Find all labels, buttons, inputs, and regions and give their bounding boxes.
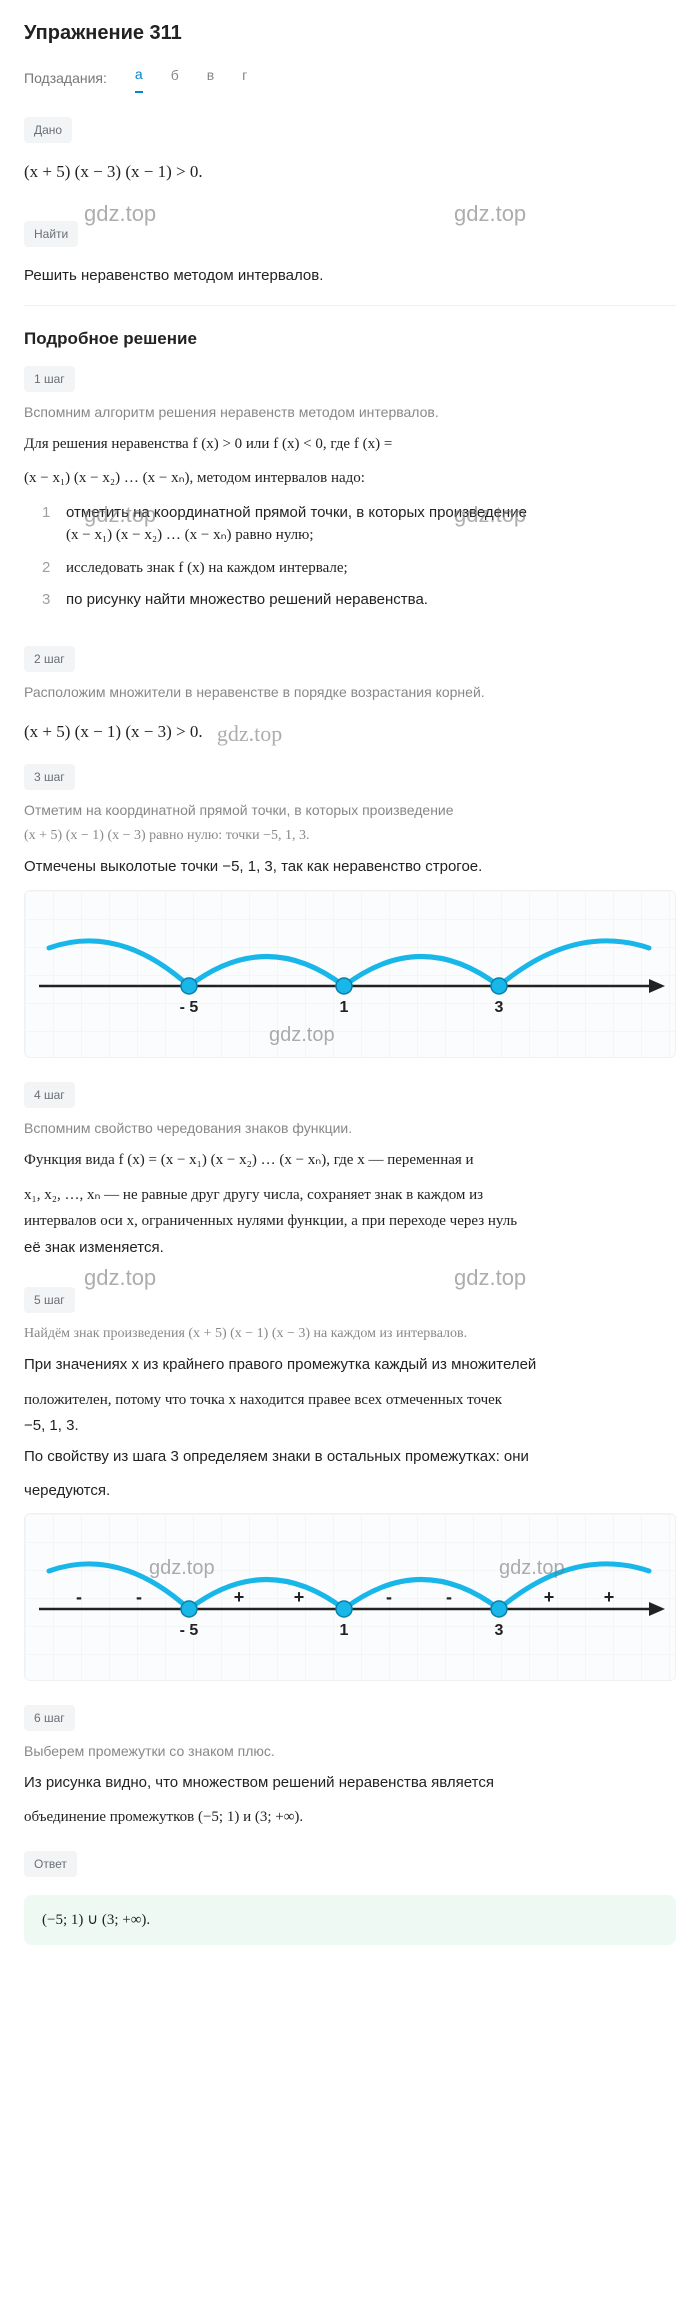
step-2-math: (x + 5) (x − 1) (x − 3) > 0. gdz.top	[24, 713, 676, 746]
step-5-b1: При значениях x из крайнего правого пром…	[24, 1354, 676, 1377]
divider	[24, 305, 676, 306]
number-line-chart-1: - 5 1 3 gdz.top	[24, 890, 676, 1058]
step-1-list: 1 отметить на координатной прямой точки,…	[24, 502, 676, 612]
watermark: gdz.top	[454, 1261, 526, 1294]
svg-text:+: +	[234, 1587, 245, 1607]
watermark: gdz.top	[84, 1261, 156, 1294]
step-5-b3: −5, 1, 3.	[24, 1415, 676, 1438]
answer-box: (−5; 1) ∪ (3; +∞).	[24, 1895, 676, 1946]
tab-v[interactable]: в	[207, 65, 214, 92]
tab-a[interactable]: а	[135, 64, 143, 93]
step-5-b4: По свойству из шага 3 определяем знаки в…	[24, 1446, 676, 1469]
subtasks-label: Подзадания:	[24, 68, 107, 89]
step-6-b1: Из рисунка видно, что множеством решений…	[24, 1772, 676, 1795]
step-2-pill: 2 шаг	[24, 646, 75, 672]
answer-math: (−5; 1) ∪ (3; +∞).	[42, 1912, 150, 1928]
step-3-pill: 3 шаг	[24, 764, 75, 790]
solution-heading: Подробное решение	[24, 326, 676, 352]
step-4-b4: её знак изменяется.	[24, 1237, 676, 1260]
watermark: gdz.top	[217, 721, 282, 746]
step-4-lead: Вспомним свойство чередования знаков фун…	[24, 1118, 676, 1139]
list-num: 1	[42, 502, 54, 547]
step-1-body2: (x − x₁) (x − x₂) … (x − xₙ), методом ин…	[24, 467, 676, 490]
step-5-b2: положителен, потому что точка x находитс…	[24, 1389, 676, 1412]
svg-text:+: +	[294, 1587, 305, 1607]
step-5-b5: чередуются.	[24, 1480, 676, 1503]
svg-text:- 5: - 5	[180, 1622, 199, 1639]
step-3-lead1: Отметим на координатной прямой точки, в …	[24, 800, 676, 821]
svg-text:- 5: - 5	[180, 999, 199, 1016]
svg-text:-: -	[446, 1587, 452, 1607]
step-4-pill: 4 шаг	[24, 1082, 75, 1108]
tab-g[interactable]: г	[242, 65, 247, 92]
svg-text:-: -	[76, 1587, 82, 1607]
step-4-b2: x₁, x₂, …, xₙ — не равные друг другу чис…	[24, 1184, 676, 1207]
step-6-pill: 6 шаг	[24, 1705, 75, 1731]
tab-b[interactable]: б	[171, 65, 179, 92]
step-3-body: Отмечены выколотые точки −5, 1, 3, так к…	[24, 856, 676, 879]
step-1-lead: Вспомним алгоритм решения неравенств мет…	[24, 402, 676, 423]
svg-text:+: +	[604, 1587, 615, 1607]
find-pill: Найти	[24, 221, 78, 247]
svg-text:gdz.top: gdz.top	[149, 1557, 215, 1579]
step-5-lead: Найдём знак произведения (x + 5) (x − 1)…	[24, 1323, 676, 1344]
list-num: 3	[42, 589, 54, 612]
list-text: отметить на координатной прямой точки, в…	[66, 504, 527, 521]
svg-text:-: -	[136, 1587, 142, 1607]
subtasks-row: Подзадания: а б в г	[24, 64, 676, 93]
step-1-body1: Для решения неравенства f (x) > 0 или f …	[24, 433, 676, 456]
svg-text:+: +	[544, 1587, 555, 1607]
step-2-lead: Расположим множители в неравенстве в пор…	[24, 682, 676, 703]
step-4-b3: интервалов оси x, ограниченных нулями фу…	[24, 1210, 676, 1233]
page-title: Упражнение 311	[24, 18, 676, 48]
math-text: (x + 5) (x − 1) (x − 3) > 0.	[24, 722, 203, 741]
chart2-svg: - 5 1 3 - - + + - - + + gdz.top gdz.top	[29, 1524, 669, 1674]
number-line-chart-2: - 5 1 3 - - + + - - + + gdz.top gdz.top	[24, 1513, 676, 1681]
list-item: отметить на координатной прямой точки, в…	[66, 502, 527, 547]
list-text: (x − x₁) (x − x₂) … (x − xₙ) равно нулю;	[66, 527, 314, 543]
step-1-pill: 1 шаг	[24, 366, 75, 392]
svg-text:1: 1	[340, 1622, 349, 1639]
step-6-lead: Выберем промежутки со знаком плюс.	[24, 1741, 676, 1762]
list-item: исследовать знак f (x) на каждом интерва…	[66, 557, 348, 580]
svg-text:gdz.top: gdz.top	[499, 1557, 565, 1579]
given-math: (x + 5) (x − 3) (x − 1) > 0.	[24, 159, 676, 185]
given-pill: Дано	[24, 117, 72, 143]
svg-text:gdz.top: gdz.top	[269, 1024, 335, 1046]
step-6-b2: объединение промежутков (−5; 1) и (3; +∞…	[24, 1806, 676, 1829]
answer-pill: Ответ	[24, 1851, 77, 1877]
svg-text:-: -	[386, 1587, 392, 1607]
chart1-svg: - 5 1 3 gdz.top	[29, 901, 669, 1051]
step-4-b1: Функция вида f (x) = (x − x₁) (x − x₂) ……	[24, 1149, 676, 1172]
svg-text:1: 1	[340, 999, 349, 1016]
svg-text:3: 3	[495, 1622, 504, 1639]
svg-text:3: 3	[495, 999, 504, 1016]
list-item: по рисунку найти множество решений нерав…	[66, 589, 428, 612]
step-3-lead2: (x + 5) (x − 1) (x − 3) равно нулю: точк…	[24, 825, 676, 846]
watermark: gdz.top	[84, 197, 156, 230]
step-5-pill: 5 шаг	[24, 1287, 75, 1313]
list-num: 2	[42, 557, 54, 580]
find-text: Решить неравенство методом интервалов.	[24, 265, 676, 288]
watermark: gdz.top	[454, 197, 526, 230]
